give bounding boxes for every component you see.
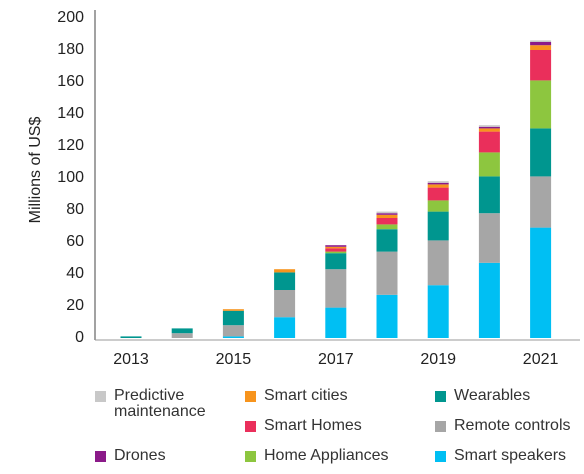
legend-item: Smart cities — [245, 388, 394, 404]
bar-segment — [530, 80, 552, 129]
bar-segment — [530, 227, 552, 338]
bar-segment — [478, 213, 500, 263]
bar-segment — [325, 245, 347, 247]
legend-item: Predictive maintenance — [95, 388, 224, 420]
legend-label: Smart cities — [264, 387, 348, 404]
bar-segment — [325, 246, 347, 249]
bar-segment — [478, 131, 500, 153]
legend-label: Remote controls — [454, 417, 571, 434]
bar-segment — [478, 176, 500, 214]
y-tick-label: 160 — [57, 73, 84, 90]
bar-segment — [171, 333, 193, 338]
bar-segment — [376, 213, 398, 215]
y-tick-label: 80 — [66, 201, 84, 218]
bar-segment — [376, 224, 398, 230]
bar-segment — [376, 229, 398, 252]
y-tick-label: 200 — [57, 9, 84, 26]
y-tick-label: 120 — [57, 137, 84, 154]
bar-segment — [478, 125, 500, 127]
bar-segment — [376, 214, 398, 218]
bar-segment — [427, 240, 449, 286]
y-tick-label: 60 — [66, 233, 84, 250]
legend-item: Wearables — [435, 388, 584, 404]
bar-segment — [478, 152, 500, 177]
bar-segment — [222, 336, 244, 338]
x-tick-label: 2019 — [420, 351, 456, 368]
bar-segment — [427, 181, 449, 183]
legend-swatch — [435, 391, 446, 402]
legend-swatch — [245, 391, 256, 402]
bar-segment — [478, 128, 500, 132]
legend-swatch — [245, 451, 256, 462]
bar-segment — [274, 290, 296, 318]
bar-segment — [427, 187, 449, 201]
bar-segment — [325, 248, 347, 252]
bar-segment — [427, 200, 449, 212]
bar-segment — [427, 182, 449, 185]
y-tick-label: 0 — [75, 329, 84, 346]
bar-segment — [427, 211, 449, 241]
legend-item: Drones — [95, 448, 244, 464]
bar-segment — [478, 126, 500, 129]
y-axis-label: Millions of US$ — [27, 117, 44, 224]
legend-label: Wearables — [454, 387, 531, 404]
y-tick-label: 140 — [57, 105, 84, 122]
bar-segment — [530, 50, 552, 81]
bar-segment — [478, 262, 500, 338]
bar-segment — [427, 285, 449, 338]
bar-segment — [325, 269, 347, 308]
legend-item: Remote controls — [435, 418, 584, 434]
bar-segment — [274, 317, 296, 338]
x-tick-label: 2015 — [216, 351, 252, 368]
y-tick-label: 20 — [66, 297, 84, 314]
bar-segment — [376, 211, 398, 214]
bar-segment — [171, 328, 193, 334]
bar-segment — [222, 309, 244, 311]
bar-segment — [325, 253, 347, 270]
legend-swatch — [435, 421, 446, 432]
legend-swatch — [245, 421, 256, 432]
bar-segment — [376, 218, 398, 225]
y-tick-label: 180 — [57, 41, 84, 58]
bar-segment — [325, 251, 347, 254]
bar-segment — [530, 128, 552, 177]
bar-segment — [530, 45, 552, 50]
legend-swatch — [95, 391, 106, 402]
legend-label: Smart Homes — [264, 417, 362, 434]
y-tick-label: 100 — [57, 169, 84, 186]
bar-segment — [274, 269, 296, 273]
y-tick-label: 40 — [66, 265, 84, 282]
legend-item: Smart speakers — [435, 448, 584, 464]
bar-segment — [274, 272, 296, 290]
legend-label: Home Appliances — [264, 447, 389, 464]
x-tick-label: 2017 — [318, 351, 354, 368]
bar-segment — [530, 176, 552, 228]
bar-segment — [530, 42, 552, 46]
x-tick-label: 2013 — [113, 351, 149, 368]
x-tick-label: 2021 — [523, 351, 559, 368]
bar-segment — [376, 294, 398, 338]
bar-segment — [530, 40, 552, 42]
bar-segment — [222, 325, 244, 337]
legend-item: Home Appliances — [245, 448, 394, 464]
legend-swatch — [95, 451, 106, 462]
bar-segment — [376, 251, 398, 295]
legend-item: Smart Homes — [245, 418, 394, 434]
bar-segment — [222, 310, 244, 326]
legend-label: Smart speakers — [454, 447, 567, 464]
legend-label: Predictive maintenance — [114, 387, 206, 420]
bar-segment — [325, 307, 347, 338]
bar-segment — [427, 184, 449, 188]
bar-segment — [120, 336, 142, 338]
legend-swatch — [435, 451, 446, 462]
legend-label: Drones — [114, 447, 166, 464]
